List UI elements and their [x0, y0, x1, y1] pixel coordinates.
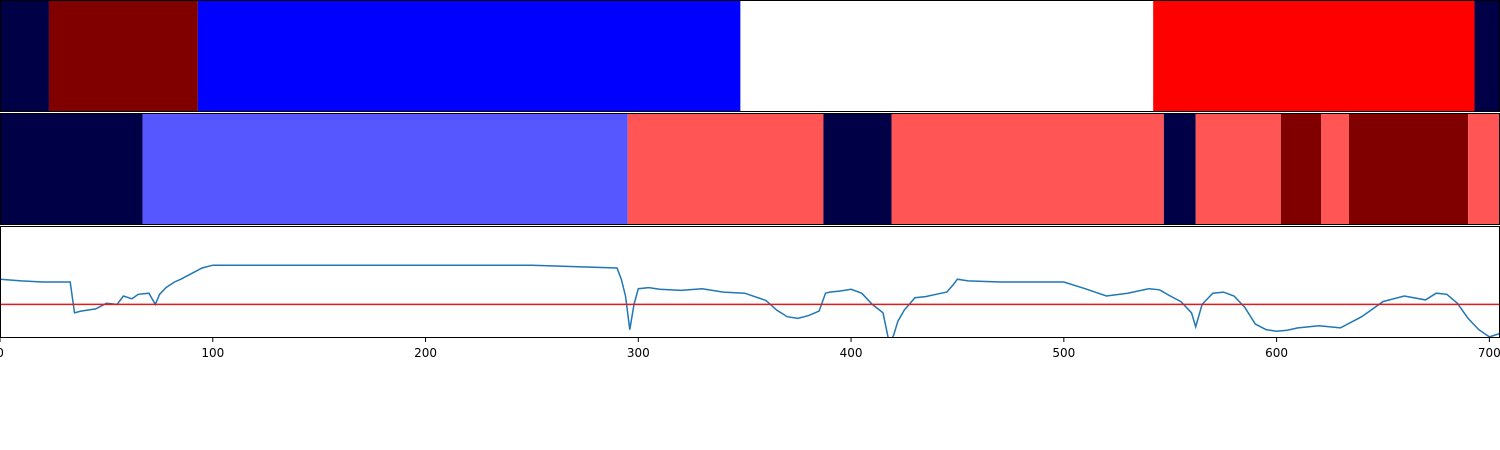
x-tick-label: 700	[1478, 346, 1500, 360]
top-segment	[0, 0, 49, 112]
x-tick-label: 400	[840, 346, 863, 360]
signal-background	[0, 226, 1500, 338]
top-segment	[197, 0, 741, 112]
signal-panel	[0, 226, 1500, 338]
middle-segment	[142, 113, 628, 225]
middle-segment	[1348, 113, 1469, 225]
top-segment	[1153, 0, 1475, 112]
middle-segment	[1163, 113, 1196, 225]
x-tick-label: 0	[0, 346, 4, 360]
top-segment	[1474, 0, 1500, 112]
x-tick-label: 300	[627, 346, 650, 360]
x-tick-label: 600	[1265, 346, 1288, 360]
x-tick-label: 200	[414, 346, 437, 360]
middle-segment	[1280, 113, 1322, 225]
middle-segment	[823, 113, 892, 225]
x-tick-label: 500	[1052, 346, 1075, 360]
middle-segment	[0, 113, 143, 225]
middle-segment	[1195, 113, 1281, 225]
middle-segment	[1321, 113, 1349, 225]
x-axis: 0 100 200 300 400 500 600 700	[0, 338, 1500, 360]
signal-line	[0, 264, 1500, 338]
middle-segment	[891, 113, 1164, 225]
x-tick-label: 100	[201, 346, 224, 360]
segments-top-panel	[0, 0, 1500, 112]
segments-middle-panel	[0, 113, 1500, 225]
top-segment	[48, 0, 198, 112]
middle-segment	[627, 113, 824, 225]
middle-segment	[1468, 113, 1500, 225]
top-segment	[740, 0, 1154, 112]
